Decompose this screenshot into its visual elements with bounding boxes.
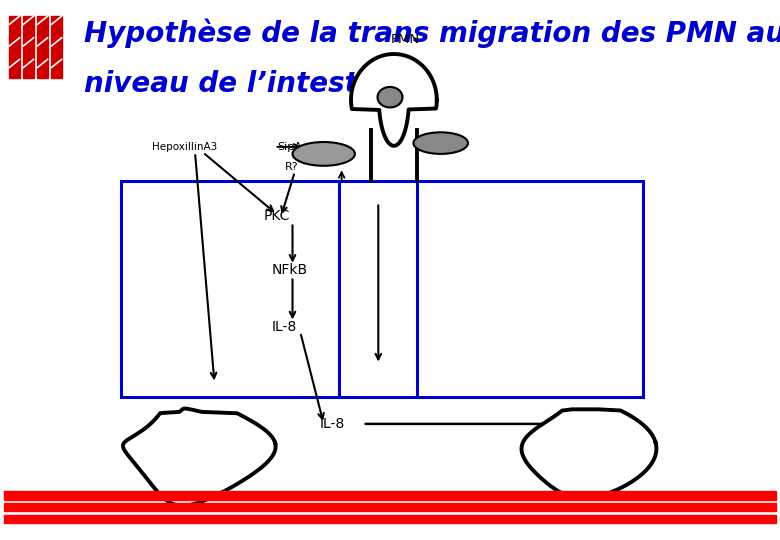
Polygon shape: [522, 409, 657, 498]
Text: niveau de l’intestin: niveau de l’intestin: [84, 70, 388, 98]
Bar: [4, 491, 776, 500]
Text: R?: R?: [285, 163, 298, 172]
Text: Hypothèse de la trans migration des PMN au: Hypothèse de la trans migration des PMN …: [84, 19, 780, 49]
Bar: [4, 515, 776, 523]
Bar: [37, 16, 48, 78]
Text: PKC: PKC: [264, 209, 290, 223]
Polygon shape: [351, 54, 437, 146]
Text: NFkB: NFkB: [271, 263, 307, 277]
Bar: [9, 16, 20, 78]
Ellipse shape: [378, 87, 402, 107]
Text: IL-8: IL-8: [271, 320, 296, 334]
Bar: [121, 181, 643, 397]
Text: HepoxillinA3: HepoxillinA3: [152, 142, 218, 152]
Text: PMN: PMN: [566, 433, 597, 447]
Polygon shape: [123, 409, 275, 505]
Text: PMN: PMN: [391, 33, 420, 46]
Bar: [23, 16, 34, 78]
Ellipse shape: [413, 132, 468, 154]
Bar: [4, 503, 776, 511]
Text: PMN: PMN: [158, 438, 189, 453]
Text: SipA: SipA: [277, 142, 302, 152]
Text: IL-8: IL-8: [320, 417, 345, 431]
Bar: [51, 16, 62, 78]
Ellipse shape: [292, 142, 355, 166]
